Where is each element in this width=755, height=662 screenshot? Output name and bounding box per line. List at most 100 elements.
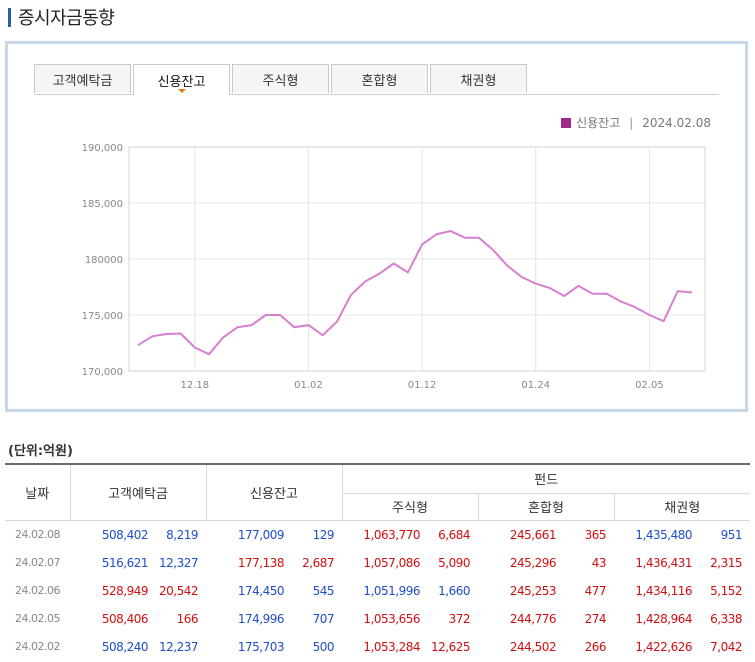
data-point xyxy=(150,334,154,338)
row-cell-group: 1,051,996 1,660 xyxy=(342,577,478,605)
data-point xyxy=(193,345,197,349)
x-tick-label: 02.05 xyxy=(635,380,664,391)
tab-customer-deposit[interactable]: 고객예탁금 xyxy=(34,64,131,93)
cell-value: 508,402 xyxy=(101,527,149,542)
y-tick-label: 170,000 xyxy=(82,367,123,378)
cell-value: 174,450 xyxy=(237,583,285,598)
cell-value: 244,502 xyxy=(509,639,557,654)
row-cell-group: 177,009 129 xyxy=(206,520,342,549)
cell-value: 1,436,431 xyxy=(635,555,692,570)
row-cell-group: 1,053,284 12,625 xyxy=(342,633,478,661)
data-point xyxy=(392,261,396,265)
row-cell-group: 1,428,964 6,338 xyxy=(614,605,750,633)
data-point xyxy=(406,270,410,274)
row-cell-group: 508,240 12,237 xyxy=(70,633,206,661)
row-cell-group: 245,296 43 xyxy=(478,549,614,577)
unit-label: (단위:억원) xyxy=(8,444,73,459)
cell-value: 175,703 xyxy=(237,639,285,654)
cell-change: 477 xyxy=(584,583,607,598)
chart-legend: 신용잔고 | 2024.02.08 xyxy=(561,114,711,131)
data-point xyxy=(690,290,694,294)
cell-value: 1,053,284 xyxy=(363,639,420,654)
active-tab-arrow-icon xyxy=(177,89,186,93)
cell-change: 43 xyxy=(591,555,607,570)
cell-value: 177,138 xyxy=(237,555,285,570)
cell-change: 545 xyxy=(312,583,335,598)
cell-value: 244,776 xyxy=(509,611,557,626)
row-cell-group: 244,502 266 xyxy=(478,633,614,661)
header-mixed: 혼합형 xyxy=(477,493,614,521)
y-tick-label: 190,000 xyxy=(82,143,123,154)
page-title-text: 증시자금동향 xyxy=(18,8,115,29)
cell-change: 2,687 xyxy=(302,555,334,570)
cell-change: 707 xyxy=(312,611,335,626)
row-cell-group: 1,057,086 5,090 xyxy=(342,549,478,577)
data-point xyxy=(534,282,538,286)
cell-value: 1,053,656 xyxy=(363,611,420,626)
row-cell-group: 245,661 365 xyxy=(478,520,614,549)
tab-credit-balance[interactable]: 신용잔고 xyxy=(133,64,230,95)
cell-value: 245,253 xyxy=(509,583,557,598)
x-tick-label: 12.18 xyxy=(181,380,210,391)
data-point xyxy=(278,313,282,317)
cell-value: 1,422,626 xyxy=(635,639,692,654)
row-cell-group: 175,703 500 xyxy=(206,633,342,661)
data-point xyxy=(505,264,509,268)
data-point xyxy=(676,289,680,293)
cell-change: 12,237 xyxy=(159,639,199,654)
row-cell-group: 177,138 2,687 xyxy=(206,549,342,577)
row-cell-group: 516,621 12,327 xyxy=(70,549,206,577)
data-point xyxy=(292,325,296,329)
row-date: 24.02.07 xyxy=(15,556,60,569)
cell-change: 6,338 xyxy=(710,611,742,626)
row-cell-group: 174,996 707 xyxy=(206,605,342,633)
cell-value: 1,063,770 xyxy=(363,527,420,542)
cell-value: 245,296 xyxy=(509,555,557,570)
tab-bond-fund[interactable]: 채권형 xyxy=(430,64,527,93)
header-deposit: 고객예탁금 xyxy=(69,463,206,521)
row-cell-group: 1,435,480 951 xyxy=(614,520,750,549)
data-point xyxy=(335,320,339,324)
tab-stock-fund[interactable]: 주식형 xyxy=(232,64,329,93)
table-row: 24.02.02 508,240 12,237 175,703 500 1,053,284… xyxy=(5,633,750,661)
cell-change: 20,542 xyxy=(159,583,199,598)
cell-value: 177,009 xyxy=(237,527,285,542)
cell-value: 516,621 xyxy=(101,555,149,570)
y-tick-label: 185,000 xyxy=(82,199,123,210)
row-cell-group: 1,436,431 2,315 xyxy=(614,549,750,577)
data-point xyxy=(264,313,268,317)
cell-change: 5,152 xyxy=(710,583,742,598)
data-point xyxy=(420,242,424,246)
data-point xyxy=(434,232,438,236)
header-bond: 채권형 xyxy=(613,493,750,521)
data-point xyxy=(349,293,353,297)
x-tick-label: 01.24 xyxy=(521,380,550,391)
cell-change: 5,090 xyxy=(438,555,470,570)
legend-series-name: 신용잔고 xyxy=(576,116,621,130)
chart-panel: 고객예탁금 신용잔고 주식형 혼합형 채권형 신용잔고 | 2024.02.08… xyxy=(5,41,748,412)
data-point xyxy=(491,248,495,252)
row-cell-group: 1,063,770 6,684 xyxy=(342,520,478,549)
cell-value: 1,434,116 xyxy=(635,583,692,598)
tab-label: 신용잔고 xyxy=(157,74,206,90)
cell-change: 1,660 xyxy=(438,583,470,598)
cell-value: 508,240 xyxy=(101,639,149,654)
x-tick-label: 01.12 xyxy=(408,380,437,391)
data-point xyxy=(463,236,467,240)
data-point xyxy=(619,300,623,304)
data-point xyxy=(562,294,566,298)
data-point xyxy=(449,229,453,233)
data-point xyxy=(605,292,609,296)
cell-value: 1,435,480 xyxy=(635,527,692,542)
cell-change: 500 xyxy=(312,639,335,654)
data-point xyxy=(306,323,310,327)
tab-mixed-fund[interactable]: 혼합형 xyxy=(331,64,428,93)
table-row: 24.02.05 508,406 166 174,996 707 1,053,656 372… xyxy=(5,605,750,633)
cell-change: 129 xyxy=(312,527,335,542)
tab-bar: 고객예탁금 신용잔고 주식형 혼합형 채권형 xyxy=(34,64,719,95)
data-point xyxy=(207,352,211,356)
table-row: 24.02.06 528,949 20,542 174,450 545 1,051,996… xyxy=(5,577,750,605)
row-cell-group: 508,402 8,219 xyxy=(70,520,206,549)
data-point xyxy=(250,323,254,327)
cell-change: 951 xyxy=(720,527,743,542)
